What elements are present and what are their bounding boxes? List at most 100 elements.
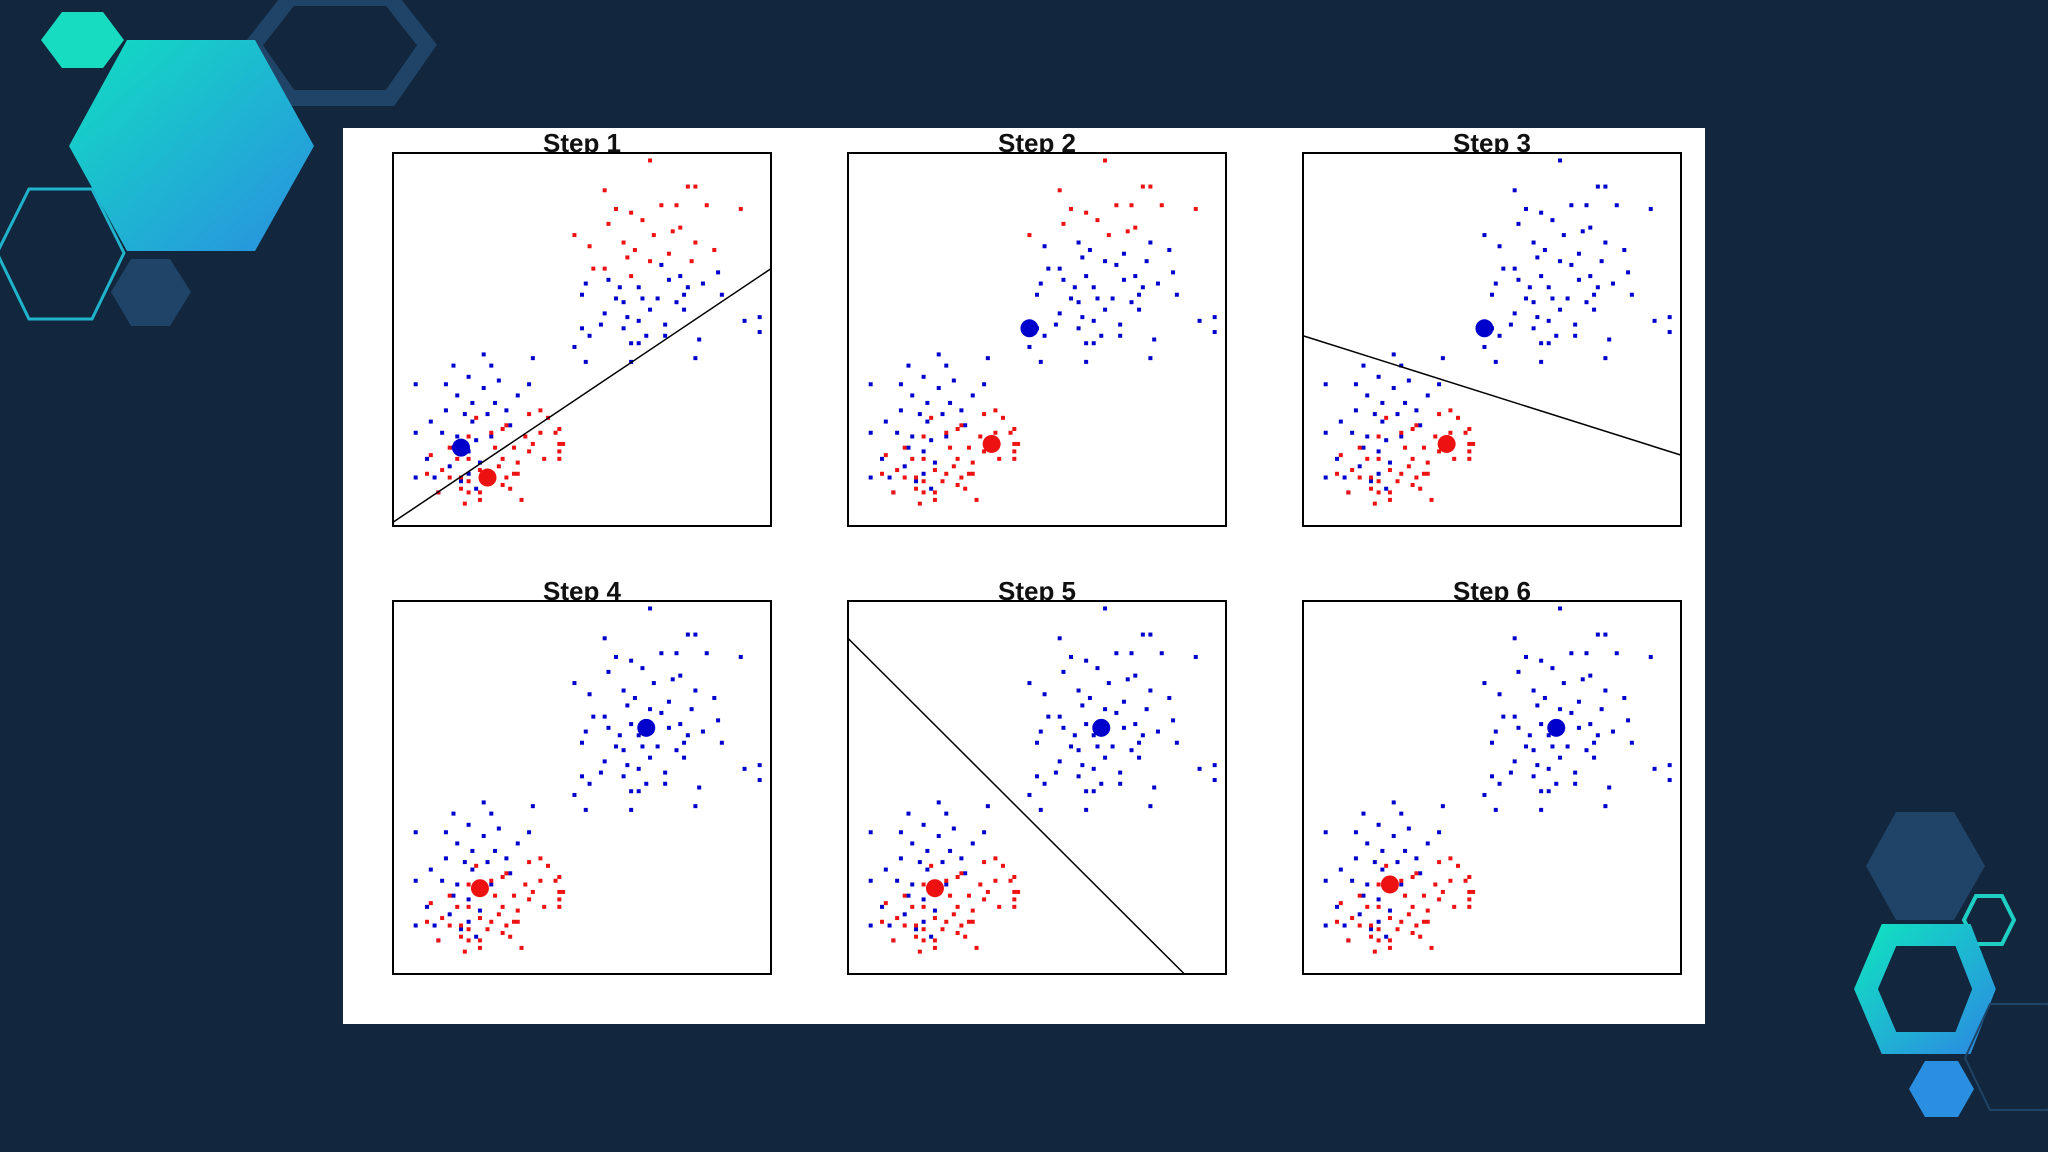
data-point bbox=[648, 707, 653, 712]
data-point bbox=[629, 722, 634, 727]
data-point bbox=[1535, 315, 1540, 320]
data-point bbox=[1212, 315, 1217, 320]
data-point bbox=[1569, 710, 1574, 715]
data-point bbox=[443, 382, 448, 387]
data-point bbox=[455, 882, 460, 887]
data-point bbox=[1376, 471, 1381, 476]
data-point bbox=[955, 904, 960, 909]
data-point bbox=[1369, 923, 1374, 928]
data-point bbox=[629, 210, 634, 215]
data-point bbox=[477, 908, 482, 913]
data-point bbox=[466, 456, 471, 461]
data-point bbox=[587, 244, 592, 249]
data-point bbox=[1622, 695, 1627, 700]
data-point bbox=[648, 158, 653, 163]
data-point bbox=[1482, 233, 1487, 238]
data-point bbox=[944, 430, 949, 435]
data-point bbox=[425, 471, 430, 476]
data-point bbox=[1042, 781, 1047, 786]
data-point bbox=[1399, 430, 1404, 435]
data-point bbox=[580, 774, 584, 779]
data-point bbox=[902, 475, 907, 480]
data-point bbox=[504, 871, 509, 876]
data-point bbox=[1493, 359, 1498, 364]
data-point bbox=[1467, 904, 1472, 909]
data-point bbox=[1595, 184, 1600, 189]
data-point bbox=[459, 923, 464, 928]
blue-centroid bbox=[1020, 319, 1039, 338]
data-point bbox=[1012, 456, 1017, 461]
data-point bbox=[1399, 471, 1404, 476]
data-point bbox=[493, 400, 498, 405]
data-point bbox=[640, 218, 645, 223]
data-point bbox=[1592, 292, 1597, 297]
data-point bbox=[651, 681, 656, 686]
data-point bbox=[447, 923, 452, 928]
data-point bbox=[515, 471, 520, 476]
data-point bbox=[1527, 733, 1532, 738]
data-point bbox=[545, 863, 550, 868]
data-point bbox=[1338, 419, 1343, 424]
data-point bbox=[500, 930, 505, 935]
data-point bbox=[674, 203, 679, 208]
hexagon-dark-blue bbox=[111, 259, 191, 326]
data-point bbox=[1133, 225, 1138, 230]
data-point bbox=[997, 456, 1002, 461]
data-point bbox=[955, 456, 960, 461]
data-point bbox=[944, 878, 949, 883]
data-point bbox=[1365, 434, 1370, 439]
data-point bbox=[443, 408, 448, 413]
data-point bbox=[1595, 733, 1600, 738]
data-point bbox=[1103, 606, 1108, 611]
data-point bbox=[1387, 945, 1392, 950]
data-point bbox=[678, 722, 683, 727]
data-point bbox=[1410, 875, 1415, 880]
data-point bbox=[1335, 456, 1340, 461]
data-point bbox=[1091, 766, 1096, 771]
data-point bbox=[636, 341, 641, 346]
data-point bbox=[477, 916, 482, 921]
data-point bbox=[940, 412, 945, 417]
data-point bbox=[425, 919, 430, 924]
data-point bbox=[1535, 763, 1540, 768]
data-point bbox=[1410, 427, 1415, 432]
data-point bbox=[614, 654, 619, 659]
data-point bbox=[1042, 244, 1047, 249]
data-point bbox=[1155, 281, 1160, 286]
data-point bbox=[948, 445, 953, 450]
data-point bbox=[970, 841, 975, 846]
data-point bbox=[1376, 897, 1381, 902]
data-point bbox=[1376, 927, 1381, 932]
data-point bbox=[1391, 833, 1396, 838]
data-point bbox=[910, 434, 915, 439]
data-point bbox=[868, 382, 873, 387]
data-point bbox=[614, 206, 619, 211]
data-point bbox=[895, 916, 900, 921]
data-point bbox=[1614, 651, 1619, 656]
data-point bbox=[663, 770, 668, 775]
data-point bbox=[557, 897, 562, 902]
data-point bbox=[1558, 606, 1563, 611]
data-point bbox=[970, 908, 975, 913]
data-point bbox=[1076, 300, 1081, 305]
data-point bbox=[1569, 651, 1574, 656]
data-point bbox=[583, 729, 588, 734]
data-point bbox=[1106, 681, 1111, 686]
data-point bbox=[625, 703, 630, 708]
data-point bbox=[1084, 722, 1089, 727]
data-point bbox=[921, 882, 926, 887]
data-point bbox=[1410, 482, 1415, 487]
data-point bbox=[1380, 400, 1385, 405]
data-point bbox=[447, 475, 452, 480]
data-point bbox=[659, 710, 664, 715]
data-point bbox=[883, 453, 888, 458]
data-point bbox=[1387, 460, 1392, 465]
data-point bbox=[602, 188, 607, 193]
data-point bbox=[1403, 848, 1408, 853]
data-point bbox=[572, 233, 577, 238]
data-point bbox=[1406, 826, 1411, 831]
data-point bbox=[948, 848, 953, 853]
data-point bbox=[663, 322, 668, 327]
data-point bbox=[466, 897, 471, 902]
data-point bbox=[693, 804, 698, 809]
